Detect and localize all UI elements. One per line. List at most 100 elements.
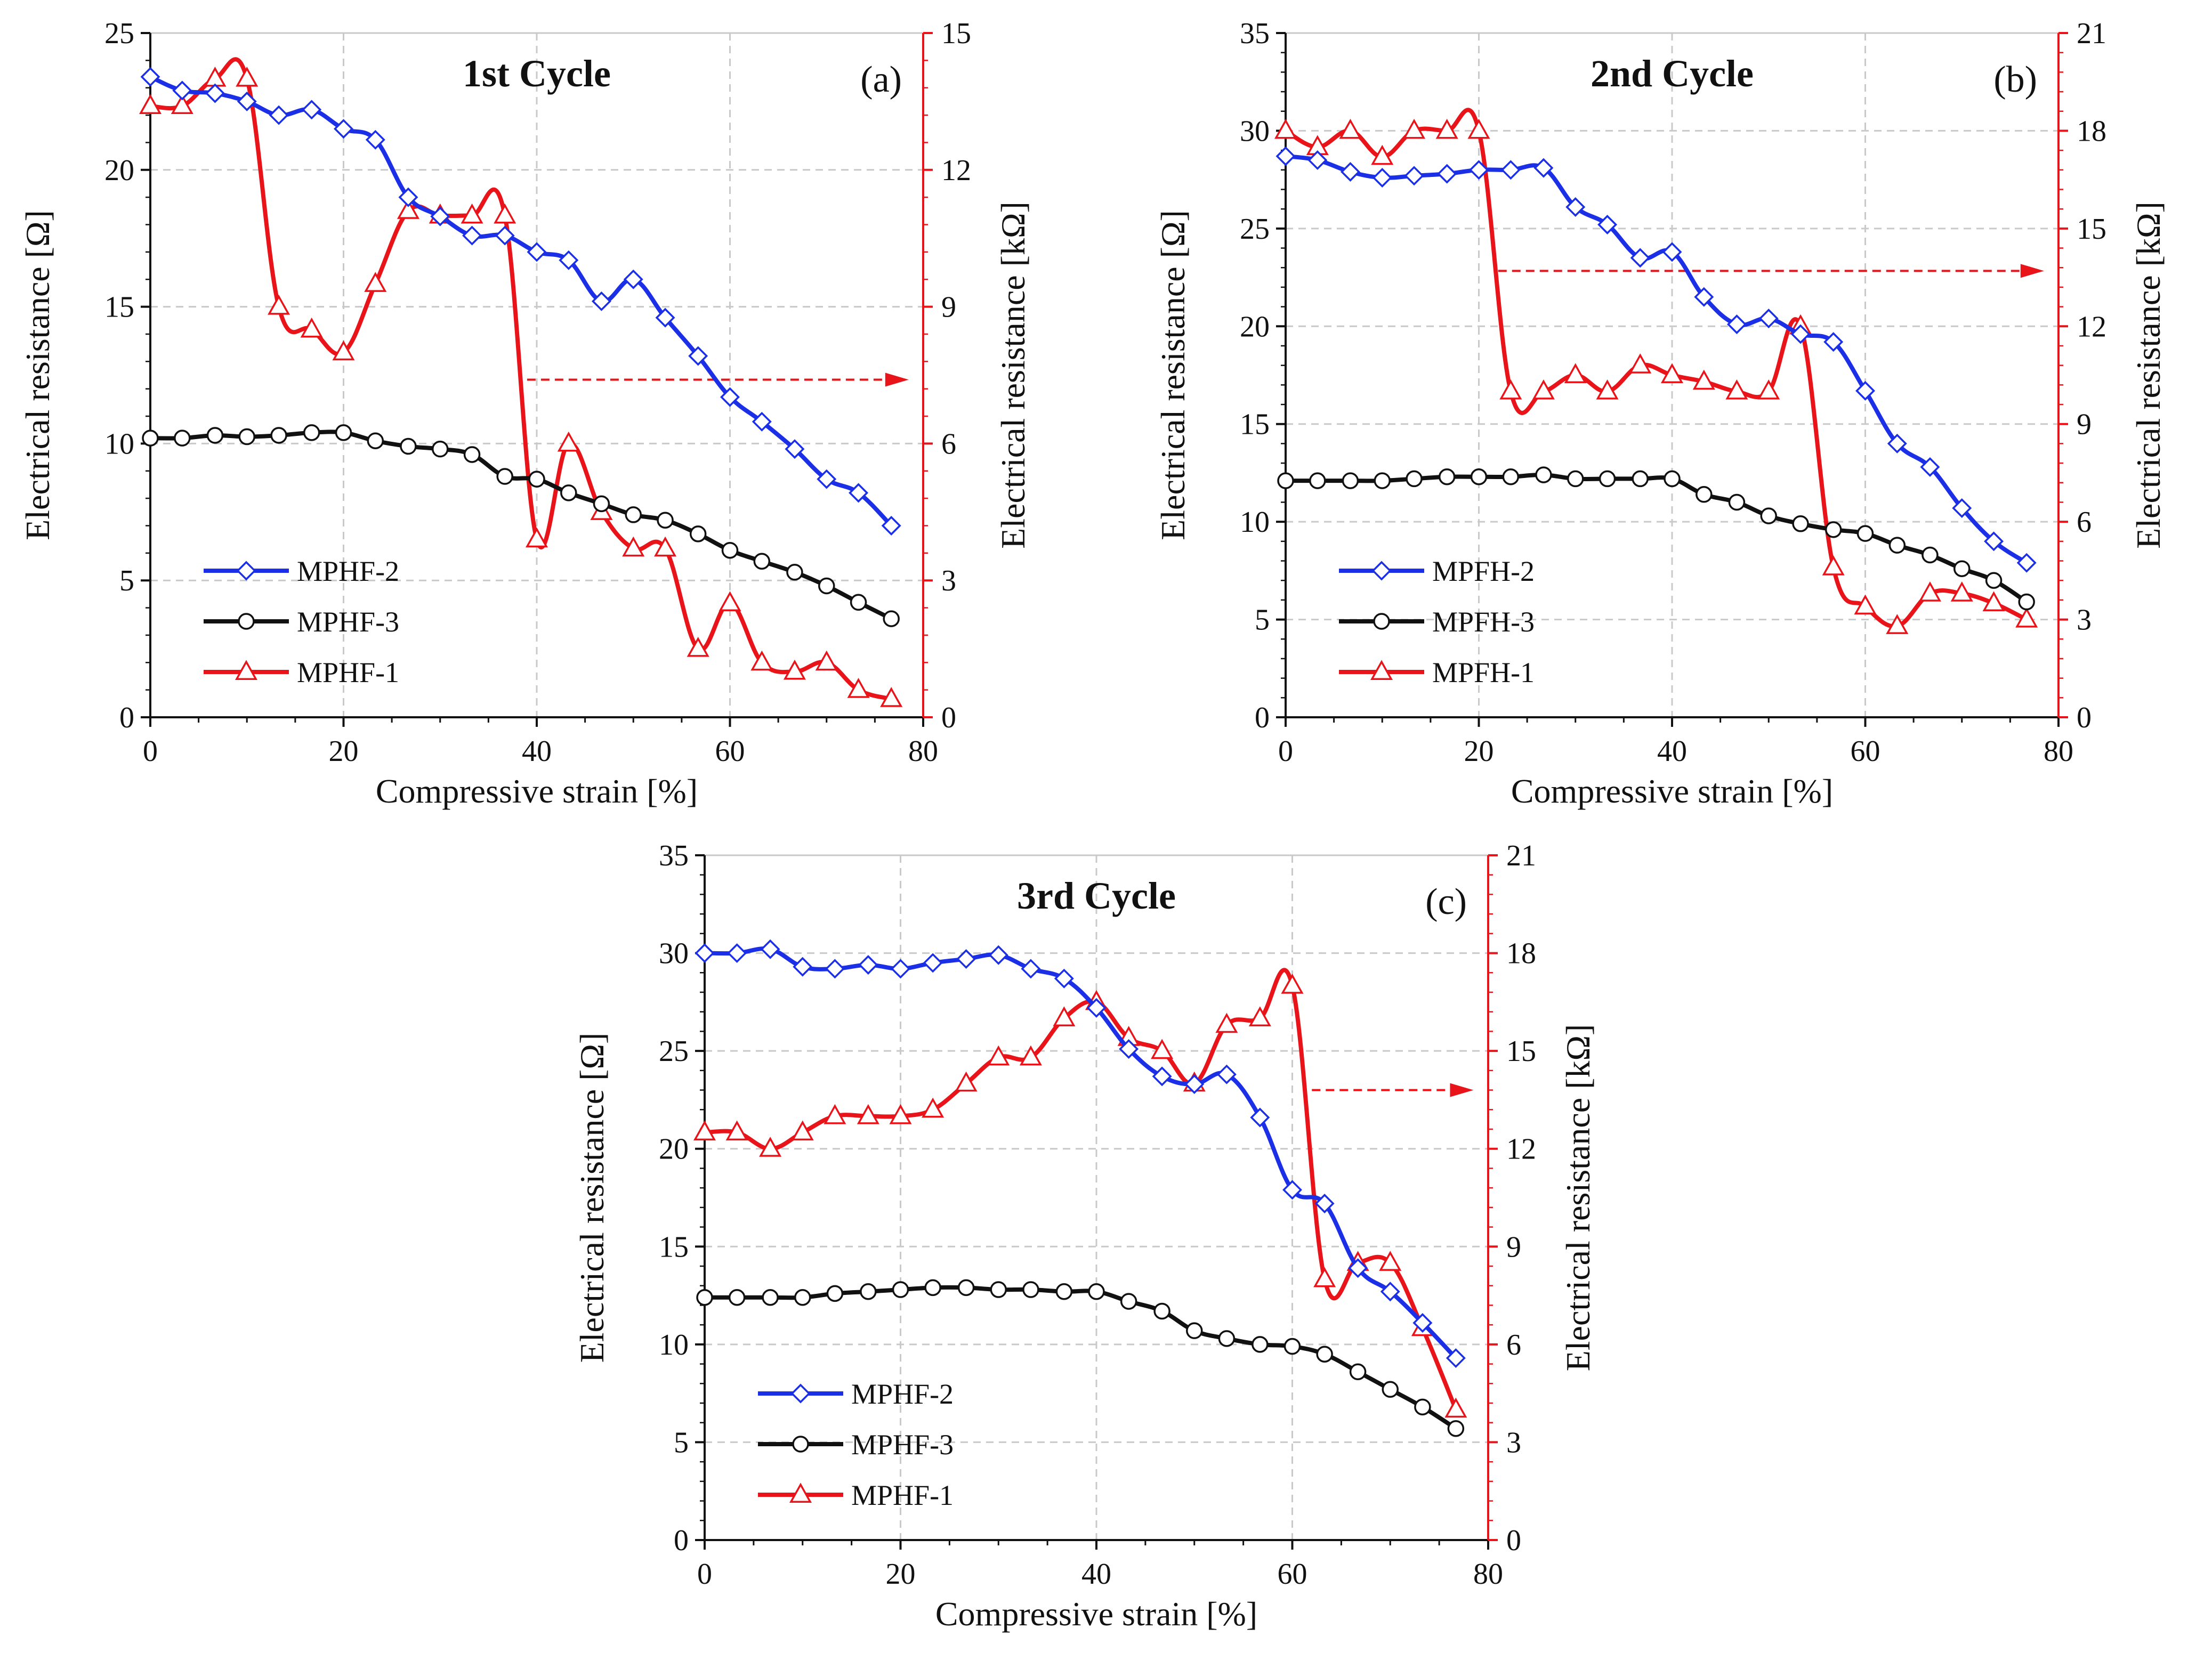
data-point-mpfh-1 [1886,614,1909,634]
y2-tick-label: 6 [941,427,956,460]
legend-label-mphf-1: MPHF-1 [297,657,399,688]
data-point-mphf-3 [689,525,707,542]
data-point-mpfh-3 [1888,537,1906,554]
data-point-mphf-3 [1088,1283,1105,1300]
data-point-mphf-3 [1153,1302,1170,1320]
data-point-mphf-3 [924,1279,941,1297]
y2-tick-label: 0 [1506,1524,1521,1557]
legend: MPHF-2 MPHF-3 MPHF-1 [204,555,399,688]
data-point-mphf-1 [889,1104,912,1124]
data-point-mpfh-2 [1887,433,1907,453]
data-point-mphf-2 [655,307,675,328]
y-tick-label: 25 [104,17,134,50]
data-point-mphf-3 [657,512,674,529]
series-mphf-1 [139,57,903,707]
data-point-mphf-2 [793,957,813,977]
data-point-mpfh-2 [1790,324,1811,344]
data-point-mphf-2 [1446,1348,1466,1368]
data-point-mphf-1 [461,203,483,224]
arrow-head [1450,1083,1474,1097]
data-point-mphf-1 [759,1137,782,1157]
data-point-mphf-3 [883,610,900,627]
data-point-mpfh-1 [1660,363,1684,384]
x-tick-label: 40 [522,735,552,768]
legend-marker-mphf-1 [235,660,258,680]
data-point-mphf-1 [922,1097,944,1118]
y-tick-label: 5 [1255,604,1270,637]
data-point-mphf-1 [557,431,580,452]
data-point-mphf-2 [727,943,747,963]
data-point-mphf-1 [364,272,387,292]
x-tick-label: 60 [1851,735,1880,768]
data-point-mpfh-1 [1467,118,1490,139]
data-point-mphf-3 [696,1289,713,1306]
data-point-mpfh-2 [1984,531,2004,552]
y-tick-label: 15 [104,291,134,324]
legend-marker-mphf-1 [789,1482,812,1503]
data-point-mphf-3 [367,432,384,450]
data-point-mphf-2 [462,225,482,246]
data-point-mpfh-1 [1822,555,1845,576]
data-point-mphf-1 [300,317,323,338]
data-point-mphf-3 [625,506,642,523]
y2-tick-label: 21 [1506,839,1536,872]
data-point-mphf-3 [818,577,835,595]
data-point-mphf-3 [528,471,545,488]
x-tick-label: 20 [886,1558,916,1591]
data-point-mphf-3 [1218,1330,1236,1347]
panel-label: (b) [1993,59,2037,100]
data-point-mpfh-2 [1952,498,1972,518]
y2-tick-label: 0 [2077,701,2092,734]
data-point-mphf-2 [1216,1064,1237,1084]
legend: MPFH-2 MPFH-3 MPFH-1 [1339,555,1535,688]
data-point-mpfh-3 [1567,470,1584,488]
data-point-mphf-1 [1313,1267,1336,1287]
data-point-mphf-3 [1120,1293,1137,1310]
data-point-mphf-3 [1414,1398,1431,1416]
y-tick-label: 0 [1255,701,1270,734]
y-axis-title: Electrical resistance [Ω] [1154,210,1192,540]
data-point-mpfh-2 [1469,160,1489,180]
data-point-mphf-3 [463,446,481,463]
data-point-mpfh-2 [1823,332,1844,352]
data-point-mpfh-3 [1856,525,1874,542]
data-point-mphf-1 [525,527,548,548]
x-tick-label: 40 [1081,1558,1111,1591]
data-point-mpfh-1 [1950,581,1973,602]
x-tick-label: 80 [908,735,938,768]
series-mphf-3 [696,1279,1465,1437]
data-point-mphf-1 [332,340,355,361]
data-point-mphf-1 [783,659,806,680]
data-point-mphf-2 [881,516,901,536]
data-point-mphf-1 [1151,1039,1174,1059]
data-point-mphf-3 [560,484,577,501]
legend-label-mphf-3: MPHF-3 [297,606,399,638]
data-point-mpfh-3 [1470,468,1488,485]
data-point-mphf-2 [817,469,837,489]
y-tick-label: 5 [674,1426,689,1459]
y-tick-label: 15 [659,1230,689,1263]
data-point-mpfh-3 [1277,472,1294,489]
y-tick-label: 0 [119,701,134,734]
data-point-mphf-2 [785,439,805,459]
y-tick-label: 0 [674,1524,689,1557]
data-point-mpfh-2 [1565,197,1586,217]
data-point-mphf-3 [1447,1420,1465,1437]
data-point-mphf-2 [1250,1107,1270,1128]
x-tick-label: 20 [1464,735,1494,768]
data-point-mpfh-1 [1918,581,1941,602]
legend-marker-mpfh-3 [1373,613,1390,630]
y-tick-label: 10 [104,427,134,460]
data-point-mpfh-2 [1437,164,1457,184]
y2-axis-title: Electrical resistance [kΩ] [2129,201,2167,549]
legend: MPHF-2 MPHF-3 MPHF-1 [758,1378,954,1511]
series-mphf-3 [142,424,900,627]
data-point-mphf-3 [860,1283,877,1300]
data-point-mphf-3 [753,553,771,570]
data-point-mphf-2 [1054,968,1074,989]
y-tick-label: 10 [1240,506,1270,539]
data-point-mphf-1 [1053,1006,1076,1027]
legend-marker-mpfh-1 [1370,660,1393,680]
data-point-mpfh-2 [1533,158,1554,178]
data-point-mphf-2 [430,206,450,226]
